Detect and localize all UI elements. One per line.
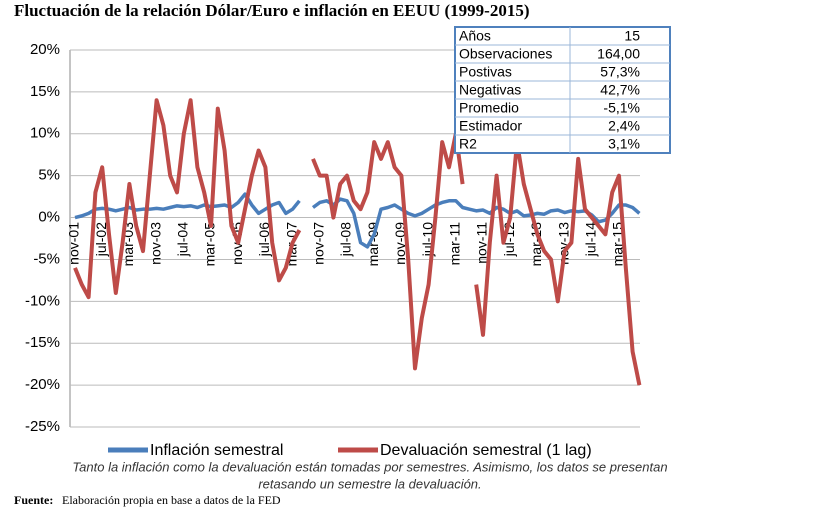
x-tick-label: nov-03 bbox=[147, 222, 163, 265]
x-tick-label: nov-07 bbox=[311, 222, 327, 265]
x-tick-label: nov-13 bbox=[555, 222, 571, 265]
table-cell: Promedio bbox=[459, 100, 519, 116]
x-tick-label: mar-05 bbox=[202, 222, 218, 267]
x-tick-label: jul-08 bbox=[338, 222, 354, 257]
x-tick-label: nov-11 bbox=[474, 222, 490, 264]
table-cell: Observaciones bbox=[459, 46, 552, 62]
table-cell: Años bbox=[459, 28, 491, 44]
note: Tanto la inflación como la devaluación e… bbox=[72, 459, 667, 474]
legend-label: Inflación semestral bbox=[150, 442, 283, 459]
table-cell: 15 bbox=[624, 28, 640, 44]
table-cell: R2 bbox=[459, 136, 477, 152]
x-tick-label: jul-14 bbox=[583, 222, 599, 257]
x-tick-label: nov-01 bbox=[66, 222, 82, 265]
y-tick-label: 10% bbox=[30, 125, 60, 142]
y-tick-label: 5% bbox=[38, 167, 60, 184]
stats-table bbox=[454, 26, 671, 154]
y-tick-label: -25% bbox=[25, 418, 60, 435]
y-tick-label: 15% bbox=[30, 83, 60, 100]
table-cell: 57,3% bbox=[600, 64, 640, 80]
table-cell: Negativas bbox=[459, 82, 521, 98]
table-cell: Estimador bbox=[459, 118, 522, 134]
table-cell: 164,00 bbox=[597, 46, 640, 62]
y-tick-label: 20% bbox=[30, 41, 60, 58]
source: Elaboración propia en base a datos de la… bbox=[62, 493, 281, 507]
legend-label: Devaluación semestral (1 lag) bbox=[380, 442, 592, 459]
table-cell: 2,4% bbox=[608, 118, 640, 134]
table-cell: 42,7% bbox=[600, 82, 640, 98]
x-tick-label: jul-02 bbox=[93, 222, 109, 257]
table-cell: Postivas bbox=[459, 64, 512, 80]
x-tick-label: jul-06 bbox=[256, 222, 272, 257]
y-tick-label: -15% bbox=[25, 334, 60, 351]
y-tick-label: -5% bbox=[33, 250, 60, 267]
x-tick-label: jul-04 bbox=[175, 222, 191, 257]
y-tick-label: -20% bbox=[25, 376, 60, 393]
source-label: Fuente: bbox=[14, 493, 53, 507]
data-line bbox=[73, 98, 642, 386]
table-cell: 3,1% bbox=[608, 136, 640, 152]
x-tick-label: mar-13 bbox=[528, 222, 544, 267]
y-tick-label: -10% bbox=[25, 292, 60, 309]
x-tick-label: mar-09 bbox=[365, 222, 381, 267]
x-tick-label: mar-11 bbox=[447, 222, 463, 266]
y-tick-label: 0% bbox=[38, 209, 60, 226]
note: retasando un semestre la devaluación. bbox=[258, 476, 481, 491]
table-cell: -5,1% bbox=[603, 100, 640, 116]
chart-title: Fluctuación de la relación Dólar/Euro e … bbox=[14, 1, 530, 20]
